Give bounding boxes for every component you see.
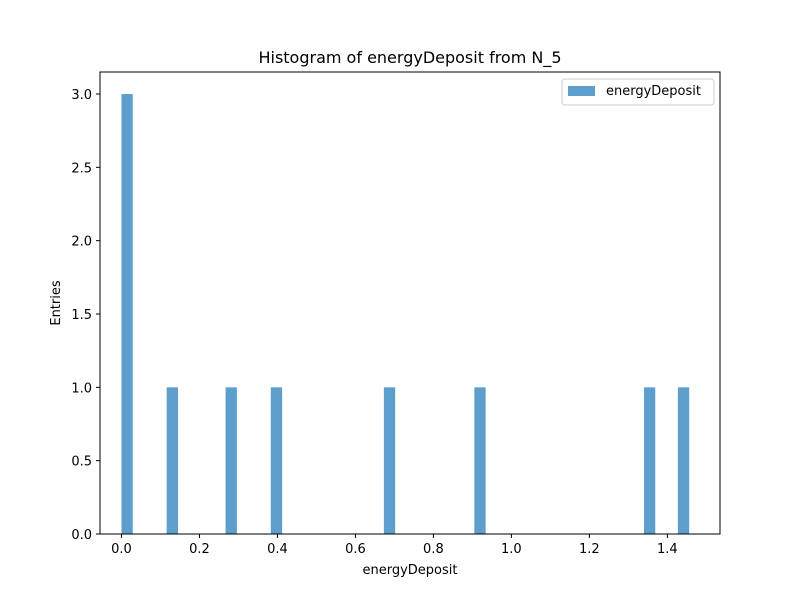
histogram-bar-6 <box>643 387 656 534</box>
y-tick-label: 0.0 <box>71 528 92 543</box>
legend-box <box>561 78 715 106</box>
y-tick-label: 3.0 <box>71 88 92 103</box>
y-tick-label: 0.5 <box>71 455 92 470</box>
y-tick-label: 2.0 <box>71 235 92 250</box>
x-tick-label: 1.4 <box>657 542 678 557</box>
x-tick-label: 0.0 <box>111 542 132 557</box>
histogram-bar-0 <box>121 94 133 534</box>
x-tick-label: 0.8 <box>423 542 444 557</box>
plot-frame <box>99 71 721 535</box>
x-tick-label: 0.6 <box>345 542 366 557</box>
x-tick-label: 1.0 <box>501 542 522 557</box>
histogram-bar-7 <box>677 387 690 534</box>
histogram-bar-5 <box>474 387 486 534</box>
legend-swatch <box>568 86 595 96</box>
y-axis-ticks: 0.0 0.5 1.0 1.5 2.0 2.5 3.0 <box>71 88 100 543</box>
bars-group <box>121 94 690 534</box>
histogram-bar-1 <box>166 387 178 534</box>
histogram-bar-3 <box>270 387 283 534</box>
y-tick-label: 1.5 <box>71 308 92 323</box>
x-axis-ticks: 0.0 0.2 0.4 0.6 0.8 1.0 1.2 1.4 <box>111 534 678 557</box>
y-tick-label: 2.5 <box>71 161 92 176</box>
legend: energyDeposit <box>561 78 715 106</box>
x-tick-label: 0.2 <box>189 542 210 557</box>
x-tick-label: 0.4 <box>267 542 288 557</box>
y-tick-label: 1.0 <box>71 381 92 396</box>
x-axis-label: energyDeposit <box>363 563 458 578</box>
x-tick-label: 1.2 <box>579 542 600 557</box>
histogram-bar-4 <box>383 387 396 534</box>
histogram-bar-2 <box>225 387 237 534</box>
y-axis-label: Entries <box>49 280 64 326</box>
chart-title: Histogram of energyDeposit from N_5 <box>258 48 561 68</box>
legend-label: energyDeposit <box>606 84 701 99</box>
